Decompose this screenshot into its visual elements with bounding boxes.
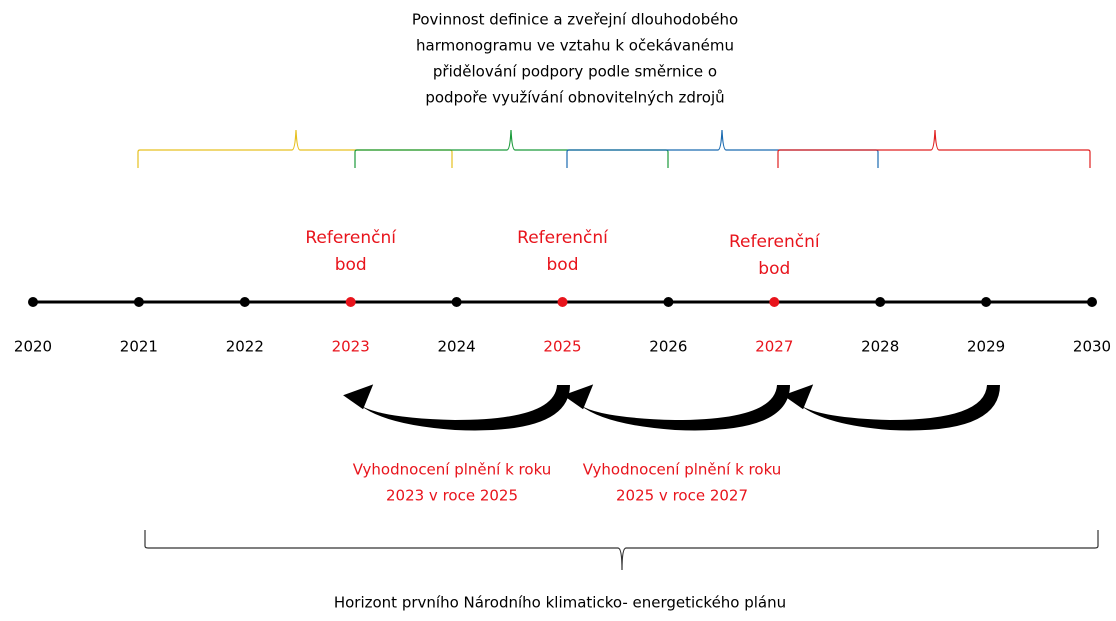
evaluation-label: Vyhodnocení plnění k roku <box>583 461 782 479</box>
year-dot <box>133 297 144 307</box>
brace <box>354 129 669 168</box>
year-dot <box>557 297 568 307</box>
arrows <box>343 384 1000 431</box>
year-label: 2024 <box>438 338 476 356</box>
reference-label: Referenční <box>517 228 609 248</box>
year-dot <box>345 297 356 307</box>
year-label: 2025 <box>543 338 581 356</box>
horizon-label: Horizont prvního Národního klimaticko- e… <box>334 594 786 612</box>
curved-arrow <box>580 385 790 431</box>
curved-arrow <box>360 385 570 431</box>
curved-arrow <box>800 385 1000 431</box>
note-line: Povinnost definice a zveřejní dlouhodobé… <box>412 11 738 29</box>
brace <box>137 129 453 168</box>
note-line: přidělování podpory podle směrnice o <box>433 63 717 81</box>
year-label: 2021 <box>120 338 158 356</box>
evaluation-label: 2023 v roce 2025 <box>386 487 518 505</box>
year-label: 2026 <box>649 338 687 356</box>
year-dot <box>769 297 780 307</box>
brace <box>566 129 879 168</box>
reference-label: Referenční <box>729 232 821 252</box>
evaluation-label: 2025 v roce 2027 <box>616 487 748 505</box>
year-label: 2022 <box>226 338 264 356</box>
horizon-brace <box>144 530 1099 571</box>
reference-label: bod <box>758 259 790 279</box>
reference-label: Referenční <box>305 228 397 248</box>
year-label: 2023 <box>332 338 370 356</box>
evaluation-label: Vyhodnocení plnění k roku <box>353 461 552 479</box>
brace <box>777 129 1091 168</box>
year-dot <box>875 297 886 307</box>
reference-label: bod <box>335 255 367 275</box>
year-dot <box>663 297 674 307</box>
note-line: harmonogramu ve vztahu k očekávanému <box>416 37 734 55</box>
arrow-head <box>783 384 814 410</box>
year-dot <box>1087 297 1097 307</box>
year-label: 2029 <box>967 338 1005 356</box>
year-label: 2030 <box>1073 338 1111 356</box>
year-label: 2028 <box>861 338 899 356</box>
arrow-head <box>563 384 594 410</box>
year-dot <box>239 297 250 307</box>
year-label: 2020 <box>14 338 52 356</box>
year-label: 2027 <box>755 338 793 356</box>
note-line: podpoře využívání obnovitelných zdrojů <box>425 89 724 107</box>
period-braces <box>137 129 1091 168</box>
arrow-head <box>343 384 374 410</box>
year-dot <box>451 297 462 307</box>
reference-label: bod <box>547 255 579 275</box>
year-dot <box>28 297 38 307</box>
year-dot <box>981 297 992 307</box>
